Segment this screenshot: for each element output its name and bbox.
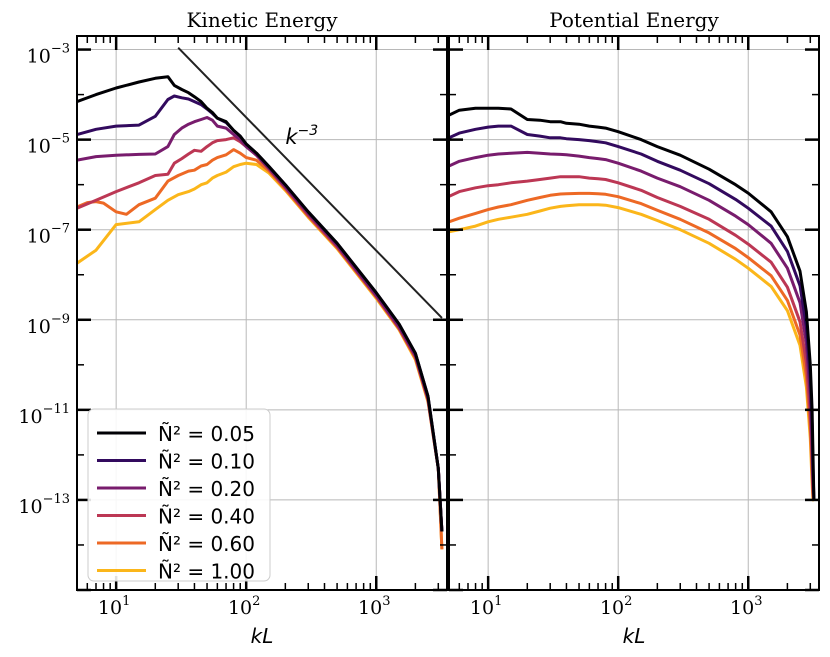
y-tick-label: 10−9 xyxy=(27,312,70,338)
series-line-5 xyxy=(449,203,815,502)
left-panel-title: Kinetic Energy xyxy=(186,8,338,32)
legend-label-3: Ñ² = 0.40 xyxy=(158,505,255,529)
right-panel-title: Potential Energy xyxy=(549,8,719,32)
x-tick-label: 103 xyxy=(730,594,762,619)
right-x-axis-label: kL xyxy=(623,624,646,648)
legend-label-4: Ñ² = 0.60 xyxy=(158,532,255,556)
left-x-axis-label: kL xyxy=(251,624,274,648)
series-line-4 xyxy=(449,191,816,501)
legend-box xyxy=(87,408,271,582)
series-line-2 xyxy=(77,116,444,532)
series-line-1 xyxy=(449,124,816,500)
y-tick-label: 10−5 xyxy=(27,132,70,158)
reference-line-label: k−3 xyxy=(285,123,318,149)
axes-frame xyxy=(76,35,448,591)
series-group xyxy=(449,106,816,502)
tick-marks xyxy=(76,36,447,592)
tick-marks xyxy=(448,36,819,592)
y-tick-label: 10−7 xyxy=(27,222,70,248)
kinetic-energy-panel: k−3 101 102 103 10−3 10−5 10−7 10−9 10−11 10−13 Ñ²… xyxy=(18,35,448,619)
potential-energy-panel: 101 102 103 xyxy=(448,35,820,619)
axes-frame xyxy=(448,35,820,591)
x-tick-label: 101 xyxy=(470,594,502,619)
legend-label-2: Ñ² = 0.20 xyxy=(158,477,255,501)
y-tick-label: 10−11 xyxy=(18,402,70,428)
x-tick-label: 103 xyxy=(358,594,390,619)
legend: Ñ² = 0.05 Ñ² = 0.10 Ñ² = 0.20 Ñ² = 0.40 Ñ² =… xyxy=(87,408,271,584)
x-tick-label: 102 xyxy=(228,594,260,619)
y-tick-label: 10−3 xyxy=(27,42,70,68)
y-tick-label: 10−13 xyxy=(18,492,70,518)
series-group xyxy=(77,46,444,550)
x-tick-label: 102 xyxy=(600,594,632,619)
series-line-0 xyxy=(77,75,444,532)
k-minus-3-reference-line xyxy=(177,46,443,319)
series-line-2 xyxy=(449,150,816,500)
x-tick-label: 101 xyxy=(98,594,130,619)
legend-label-5: Ñ² = 1.00 xyxy=(158,560,255,584)
legend-label-0: Ñ² = 0.05 xyxy=(158,422,255,446)
legend-label-1: Ñ² = 0.10 xyxy=(158,450,255,474)
series-line-3 xyxy=(449,175,816,501)
series-line-0 xyxy=(449,106,816,500)
